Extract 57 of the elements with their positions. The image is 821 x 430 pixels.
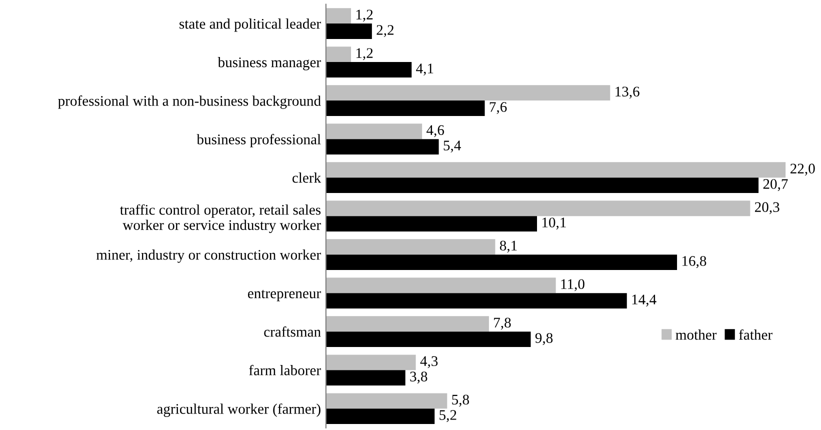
- data-label: 20,7: [763, 179, 788, 192]
- data-label: 9,8: [535, 333, 553, 346]
- data-label: 10,1: [542, 218, 566, 230]
- data-label: 8,1: [500, 240, 517, 253]
- bar: [326, 124, 422, 140]
- bar: [326, 139, 439, 154]
- y-tick-label: entrepreneur: [248, 290, 321, 302]
- y-tick-label: business manager: [218, 56, 321, 70]
- data-label: 7,8: [494, 318, 511, 330]
- bar: [326, 162, 786, 178]
- y-tick-label: farm laborer: [249, 364, 321, 376]
- data-label: 14,4: [632, 294, 656, 307]
- data-label: 16,8: [682, 256, 706, 268]
- bar: [326, 370, 406, 386]
- bar: [326, 85, 610, 101]
- bar: [326, 332, 531, 347]
- data-label: 4,1: [416, 64, 434, 76]
- bar: [326, 8, 352, 24]
- bar: [326, 316, 489, 332]
- y-tick-label: miner, industry or construction worker: [96, 250, 321, 263]
- bar: [326, 393, 448, 409]
- bar: [326, 24, 372, 39]
- data-label: 4,3: [420, 356, 438, 368]
- bar: [326, 254, 678, 270]
- y-tick-label: state and political leader: [180, 18, 321, 32]
- data-label: 5,2: [440, 410, 456, 422]
- bar: [326, 62, 412, 78]
- y-tick-label: traffic control operator, retail sales worker or service industry worker: [120, 204, 321, 233]
- data-label: 1,2: [356, 10, 373, 22]
- data-label: 3,8: [410, 372, 428, 384]
- bar: [326, 46, 352, 62]
- data-label: 4,6: [426, 125, 444, 138]
- data-label: 11,0: [561, 279, 584, 292]
- bar: [326, 408, 435, 424]
- data-label: 22,0: [790, 164, 815, 176]
- data-label: 5,4: [444, 140, 461, 153]
- y-tick-label: business professional: [196, 134, 321, 148]
- bar: [326, 293, 627, 308]
- bar: [326, 278, 556, 294]
- y-tick-label: clerk: [292, 172, 322, 183]
- bar: [326, 100, 485, 116]
- data-label: 2,2: [376, 25, 394, 37]
- bar: [326, 200, 750, 216]
- legend-label: mother: [676, 329, 717, 340]
- bar: [326, 354, 416, 370]
- y-tick-label: agricultural worker (farmer): [157, 403, 320, 417]
- bar: [326, 178, 759, 193]
- y-tick-label: professional with a non-business background: [58, 95, 321, 109]
- data-label: 7,6: [490, 102, 507, 114]
- data-label: 13,6: [616, 86, 640, 99]
- data-label: 20,3: [754, 202, 780, 214]
- bar: [326, 239, 496, 255]
- bar: [326, 216, 538, 232]
- legend-label: father: [739, 329, 772, 340]
- y-tick-label: craftsman: [264, 326, 321, 337]
- data-label: 5,8: [452, 394, 469, 407]
- data-label: 1,2: [356, 48, 373, 60]
